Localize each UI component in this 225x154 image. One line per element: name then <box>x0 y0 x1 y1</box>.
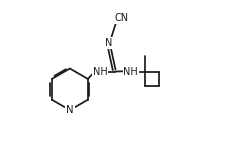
Text: NH: NH <box>92 67 107 77</box>
Text: N: N <box>104 38 112 48</box>
Text: NH: NH <box>123 67 137 77</box>
Text: N: N <box>66 105 73 115</box>
Text: CN: CN <box>114 14 128 23</box>
